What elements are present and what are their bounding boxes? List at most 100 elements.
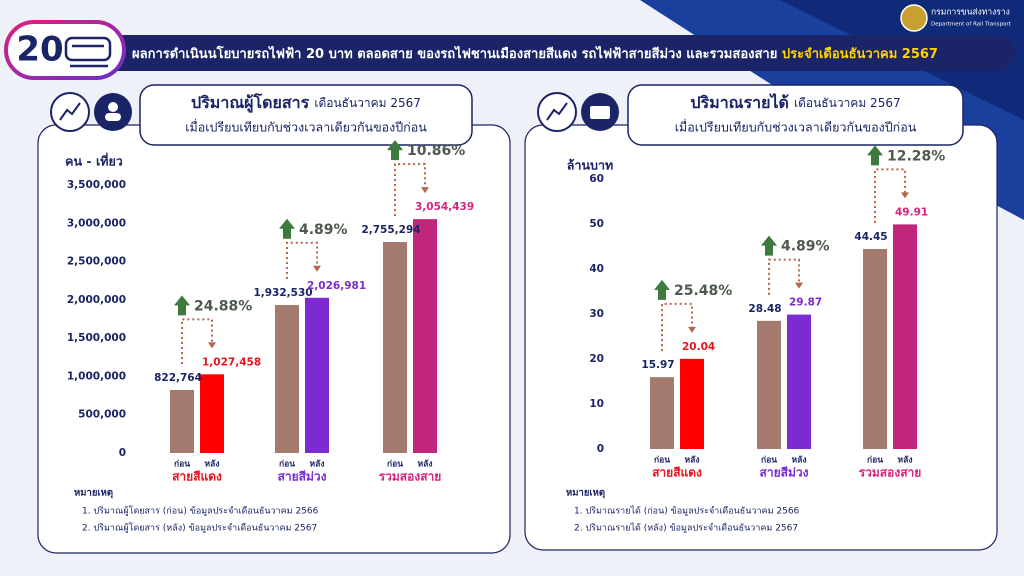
chart-subtitle: เมื่อเปรียบเทียบกับช่วงเวลาเดียวกันของปี…: [675, 119, 917, 135]
series-label: หลัง: [898, 455, 913, 466]
icon: [590, 106, 610, 119]
change-connector: [874, 168, 906, 223]
change-label: 12.28%: [887, 148, 945, 164]
change-arrowhead: [421, 187, 429, 194]
y-tick-label: 1,500,000: [67, 332, 126, 344]
value-label: 1,027,458: [202, 356, 261, 368]
change-connector: [394, 163, 426, 217]
value-label: 49.91: [895, 206, 928, 218]
bar: [680, 358, 704, 449]
series-label: หลัง: [685, 455, 700, 466]
note: 2. ปริมาณรายได้ (หลัง) ข้อมูลประจำเดือนธ…: [574, 523, 798, 534]
y-tick-label: 3,500,000: [67, 179, 126, 191]
bar: [650, 377, 674, 449]
change-arrowhead: [901, 192, 909, 199]
change-arrowhead: [313, 265, 321, 272]
y-axis-label: คน - เที่ยว: [65, 153, 123, 169]
y-tick-label: 0: [119, 447, 126, 459]
y-tick-label: 50: [589, 218, 604, 230]
note: 1. ปริมาณผู้โดยสาร (ก่อน) ข้อมูลประจำเดื…: [82, 506, 319, 517]
y-tick-label: 30: [589, 308, 604, 320]
series-label: ก่อน: [174, 459, 190, 470]
y-tick-label: 0: [597, 443, 604, 455]
y-tick-label: 3,000,000: [67, 217, 126, 229]
series-label: ก่อน: [387, 459, 403, 470]
value-label: 822,764: [154, 372, 202, 384]
value-label: 44.45: [854, 231, 887, 243]
chart-subtitle: เมื่อเปรียบเทียบกับช่วงเวลาเดียวกันของปี…: [185, 119, 427, 135]
series-label: หลัง: [418, 459, 433, 470]
icon: [546, 102, 568, 121]
category-label: สายสีแดง: [172, 470, 222, 484]
bar: [893, 224, 917, 449]
y-tick-label: 2,000,000: [67, 294, 126, 306]
change-arrowhead: [208, 342, 216, 349]
change-label: 25.48%: [674, 283, 732, 299]
series-label: หลัง: [792, 455, 807, 466]
change-arrowhead: [688, 326, 696, 333]
category-label: สายสีม่วง: [760, 466, 809, 480]
change-label: 10.86%: [407, 143, 465, 159]
logo: [900, 4, 928, 32]
y-axis-label: ล้านบาท: [567, 158, 613, 173]
bar: [305, 297, 329, 453]
up-arrow: [174, 295, 190, 316]
bar: [200, 374, 224, 453]
chart-title: ปริมาณผู้โดยสาร เดือนธันวาคม 2567: [191, 92, 421, 114]
bar: [413, 219, 437, 453]
value-label: 1,932,530: [253, 287, 312, 299]
note: 2. ปริมาณผู้โดยสาร (หลัง) ข้อมูลประจำเดื…: [82, 523, 317, 534]
chart-title-suffix: เดือนธันวาคม 2567: [314, 96, 421, 110]
icon: [105, 113, 121, 121]
series-label: ก่อน: [654, 455, 670, 466]
banner-title: ผลการดำเนินนโยบายรถไฟฟ้า 20 บาท ตลอดสาย …: [132, 45, 938, 62]
notes-title: หมายเหตุ: [74, 488, 113, 499]
y-tick-label: 10: [589, 398, 604, 410]
note: 1. ปริมาณรายได้ (ก่อน) ข้อมูลประจำเดือนธ…: [574, 506, 800, 517]
badge-number: 20: [16, 30, 63, 70]
value-label: 20.04: [682, 341, 715, 353]
category-label: สายสีแดง: [652, 466, 702, 480]
change-arrowhead: [795, 282, 803, 289]
value-label: 28.48: [748, 303, 781, 315]
series-label: ก่อน: [761, 455, 777, 466]
bar: [787, 314, 811, 449]
change-label: 24.88%: [194, 298, 252, 314]
up-arrow: [761, 235, 777, 256]
value-label: 15.97: [641, 359, 674, 371]
value-label: 2,026,981: [307, 280, 366, 292]
change-connector: [181, 318, 213, 364]
change-label: 4.89%: [781, 239, 830, 255]
change-connector: [286, 241, 318, 280]
series-label: หลัง: [310, 459, 325, 470]
up-arrow: [867, 145, 883, 166]
series-label: ก่อน: [279, 459, 295, 470]
banner: [10, 35, 1015, 71]
y-tick-label: 40: [589, 263, 604, 275]
y-tick-label: 500,000: [78, 409, 126, 421]
category-label: รวมสองสาย: [379, 470, 442, 484]
series-label: ก่อน: [867, 455, 883, 466]
y-tick-label: 1,000,000: [67, 370, 126, 382]
up-arrow: [654, 279, 670, 300]
value-label: 29.87: [789, 297, 822, 309]
category-label: สายสีม่วง: [278, 470, 327, 484]
icon: [108, 102, 118, 112]
y-tick-label: 2,500,000: [67, 256, 126, 268]
bar: [275, 305, 299, 453]
chart-title-main: ปริมาณผู้โดยสาร: [191, 92, 310, 114]
bar: [863, 248, 887, 449]
y-tick-label: 20: [589, 353, 604, 365]
notes-title: หมายเหตุ: [566, 488, 605, 499]
value-label: 3,054,439: [415, 201, 474, 213]
change-label: 4.89%: [299, 222, 348, 238]
icon: [59, 102, 81, 121]
bar: [757, 320, 781, 449]
logo-name-en: Department of Rail Transport: [931, 22, 1012, 28]
banner-title-text: ผลการดำเนินนโยบายรถไฟฟ้า 20 บาท ตลอดสาย …: [132, 45, 777, 62]
chart-title-suffix: เดือนธันวาคม 2567: [794, 96, 901, 110]
bar: [170, 389, 194, 453]
up-arrow: [279, 218, 295, 239]
y-tick-label: 60: [589, 173, 604, 185]
